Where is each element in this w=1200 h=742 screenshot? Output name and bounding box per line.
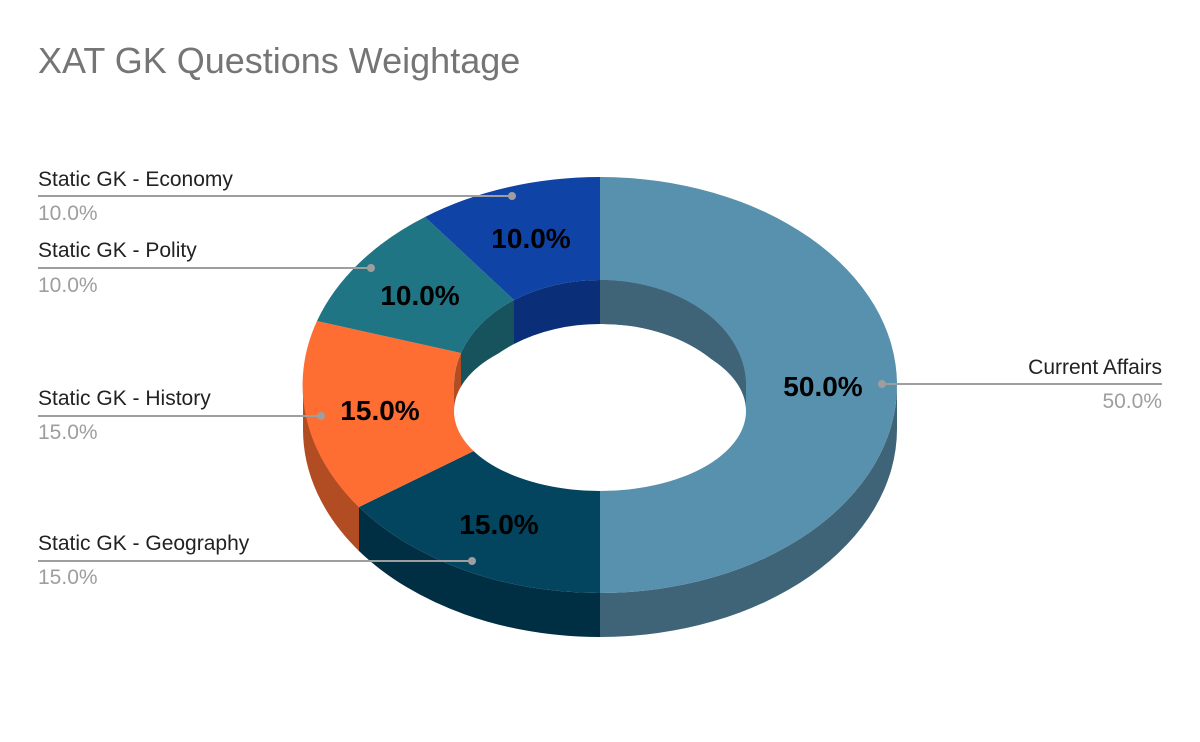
label-economy-pct: 10.0%: [38, 202, 98, 225]
slice-history-wall: [302, 385, 359, 551]
label-geography-pct: 15.0%: [38, 566, 98, 589]
value-label-economy: 10.0%: [491, 223, 570, 254]
slice-current-affairs[interactable]: [600, 177, 897, 593]
label-economy: Static GK - Economy: [38, 168, 233, 191]
label-current-affairs: Current Affairs: [1028, 356, 1162, 379]
slice-economy[interactable]: [425, 177, 600, 300]
hole-wall-economy: [514, 279, 600, 344]
label-history-pct: 15.0%: [38, 421, 98, 444]
slice-geography-wall: [359, 507, 600, 638]
value-label-history: 15.0%: [340, 395, 419, 426]
value-label-current-affairs: 50.0%: [783, 371, 862, 402]
label-current-affairs-pct: 50.0%: [1102, 390, 1162, 413]
slice-history[interactable]: [302, 321, 482, 507]
value-label-geography: 15.0%: [459, 509, 538, 540]
chart-title: XAT GK Questions Weightage: [38, 40, 521, 81]
leader-lines: [38, 192, 1162, 565]
slice-current-affairs-wall: [600, 385, 897, 637]
label-polity-pct: 10.0%: [38, 274, 98, 297]
donut-hole: [454, 331, 746, 491]
label-polity: Static GK - Polity: [38, 239, 197, 262]
hole-wall-current-affairs-2: [600, 280, 746, 410]
label-history: Static GK - History: [38, 387, 211, 410]
slice-polity[interactable]: [317, 217, 514, 353]
value-label-polity: 10.0%: [380, 280, 459, 311]
label-geography: Static GK - Geography: [38, 532, 250, 555]
